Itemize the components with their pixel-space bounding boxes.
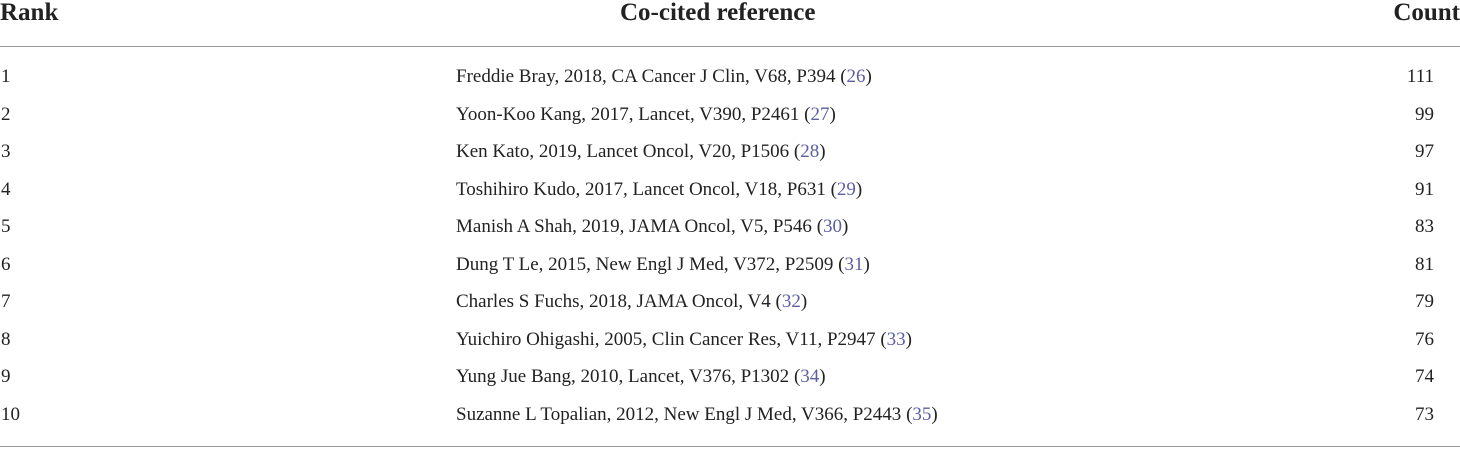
- citation-text: Yuichiro Ohigashi, 2005, Clin Cancer Res…: [456, 328, 876, 350]
- rank-cell: 4: [1, 178, 11, 200]
- reference-link[interactable]: 30: [823, 216, 843, 237]
- reference-link[interactable]: 34: [800, 366, 820, 387]
- reference-cell: Charles S Fuchs, 2018, JAMA Oncol, V4 (3…: [456, 291, 808, 312]
- reference-cell: Toshihiro Kudo, 2017, Lancet Oncol, V18,…: [456, 178, 863, 200]
- citation-text: Suzanne L Topalian, 2012, New Engl J Med…: [456, 403, 902, 425]
- citation-text: Charles S Fuchs, 2018, JAMA Oncol, V4: [456, 291, 771, 312]
- count-cell: 97: [1415, 141, 1434, 162]
- count-cell: 76: [1415, 328, 1434, 350]
- table-row: 7 Charles S Fuchs, 2018, JAMA Oncol, V4 …: [0, 283, 1460, 321]
- count-cell: 83: [1415, 216, 1434, 237]
- rank-cell: 3: [1, 141, 11, 162]
- count-cell: 73: [1415, 403, 1434, 425]
- table-row: 3 Ken Kato, 2019, Lancet Oncol, V20, P15…: [0, 133, 1460, 171]
- reference-cell: Suzanne L Topalian, 2012, New Engl J Med…: [456, 403, 938, 425]
- reference-link[interactable]: 33: [886, 328, 906, 350]
- rank-cell: 1: [1, 66, 11, 87]
- header-divider: [0, 46, 1460, 47]
- reference-cell: Yung Jue Bang, 2010, Lancet, V376, P1302…: [456, 366, 826, 387]
- rank-cell: 2: [1, 103, 11, 125]
- reference-link[interactable]: 32: [781, 291, 801, 312]
- citation-text: Ken Kato, 2019, Lancet Oncol, V20, P1506: [456, 141, 790, 162]
- reference-cell: Ken Kato, 2019, Lancet Oncol, V20, P1506…: [456, 141, 826, 162]
- rank-cell: 6: [1, 253, 11, 275]
- reference-link[interactable]: 31: [844, 253, 864, 275]
- rank-cell: 8: [1, 328, 11, 350]
- citation-text: Toshihiro Kudo, 2017, Lancet Oncol, V18,…: [456, 178, 826, 200]
- reference-cell: Freddie Bray, 2018, CA Cancer J Clin, V6…: [456, 66, 872, 87]
- count-cell: 81: [1415, 253, 1434, 275]
- table-row: 4 Toshihiro Kudo, 2017, Lancet Oncol, V1…: [0, 171, 1460, 209]
- count-cell: 111: [1406, 66, 1434, 87]
- rank-cell: 7: [1, 291, 11, 312]
- citation-text: Yoon-Koo Kang, 2017, Lancet, V390, P2461: [456, 103, 800, 125]
- table-bottom-rule: [0, 446, 1460, 447]
- reference-cell: Dung T Le, 2015, New Engl J Med, V372, P…: [456, 253, 870, 275]
- table-header: Rank Co-cited reference Count: [0, 0, 1460, 46]
- reference-link[interactable]: 27: [810, 103, 830, 125]
- citation-text: Manish A Shah, 2019, JAMA Oncol, V5, P54…: [456, 216, 812, 237]
- header-rank: Rank: [0, 0, 59, 26]
- count-cell: 79: [1415, 291, 1434, 312]
- table-row: 2 Yoon-Koo Kang, 2017, Lancet, V390, P24…: [0, 96, 1460, 134]
- rank-cell: 9: [1, 366, 11, 387]
- reference-cell: Yuichiro Ohigashi, 2005, Clin Cancer Res…: [456, 328, 912, 350]
- header-reference: Co-cited reference: [620, 0, 816, 26]
- rank-cell: 10: [1, 403, 20, 425]
- rank-cell: 5: [1, 216, 11, 237]
- citation-text: Yung Jue Bang, 2010, Lancet, V376, P1302: [456, 366, 790, 387]
- table-row: 8 Yuichiro Ohigashi, 2005, Clin Cancer R…: [0, 321, 1460, 359]
- reference-cell: Manish A Shah, 2019, JAMA Oncol, V5, P54…: [456, 216, 849, 237]
- count-cell: 99: [1415, 103, 1434, 125]
- count-cell: 91: [1415, 178, 1434, 200]
- reference-link[interactable]: 28: [800, 141, 820, 162]
- citation-text: Dung T Le, 2015, New Engl J Med, V372, P…: [456, 253, 834, 275]
- reference-cell: Yoon-Koo Kang, 2017, Lancet, V390, P2461…: [456, 103, 836, 125]
- table-row: 6 Dung T Le, 2015, New Engl J Med, V372,…: [0, 246, 1460, 284]
- table-row: 10 Suzanne L Topalian, 2012, New Engl J …: [0, 396, 1460, 434]
- reference-link[interactable]: 29: [836, 178, 856, 200]
- citation-text: Freddie Bray, 2018, CA Cancer J Clin, V6…: [456, 66, 836, 87]
- table-row: 1 Freddie Bray, 2018, CA Cancer J Clin, …: [0, 58, 1460, 96]
- reference-link[interactable]: 35: [912, 403, 932, 425]
- table-body: 1 Freddie Bray, 2018, CA Cancer J Clin, …: [0, 58, 1460, 433]
- table-row: 5 Manish A Shah, 2019, JAMA Oncol, V5, P…: [0, 208, 1460, 246]
- reference-link[interactable]: 26: [846, 66, 866, 87]
- header-count: Count: [1393, 0, 1460, 26]
- table-row: 9 Yung Jue Bang, 2010, Lancet, V376, P13…: [0, 358, 1460, 396]
- count-cell: 74: [1415, 366, 1434, 387]
